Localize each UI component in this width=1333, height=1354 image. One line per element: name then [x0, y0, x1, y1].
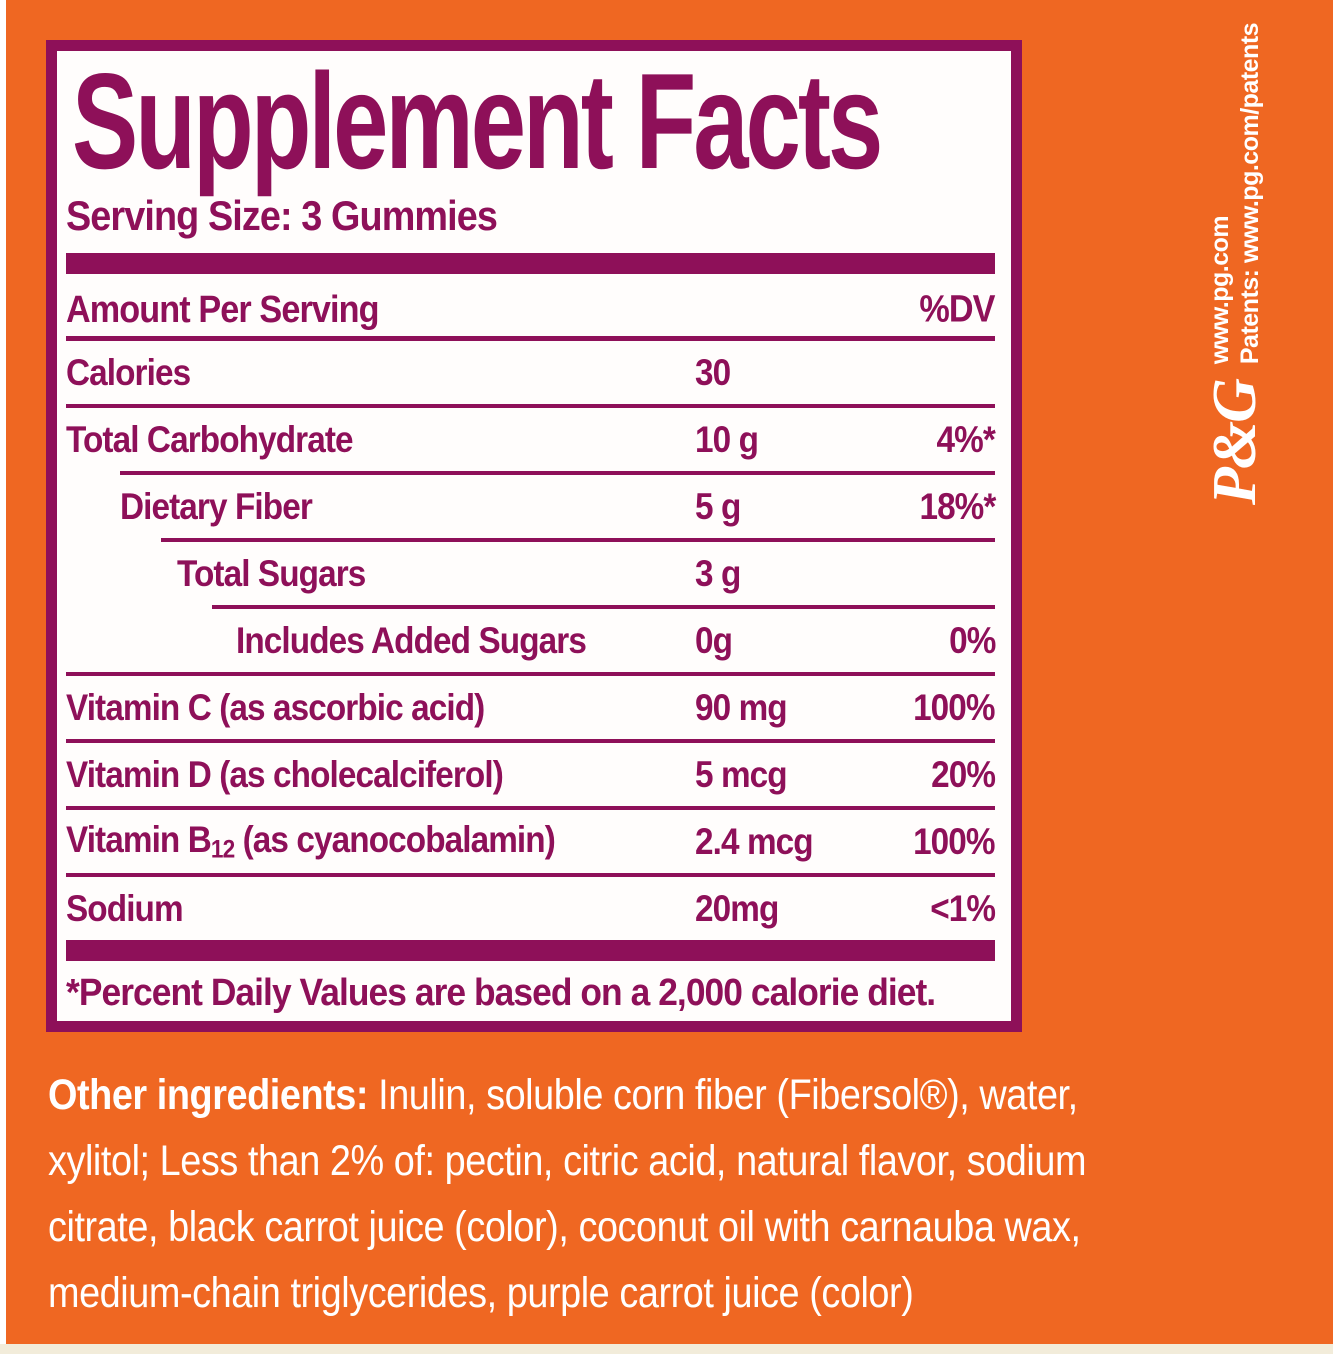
nutrient-amount: 0g	[695, 619, 733, 661]
row-divider	[161, 538, 995, 542]
nutrient-amount: 3 g	[695, 552, 741, 594]
row-divider	[212, 605, 995, 609]
other-ingredients-paragraph: Other ingredients: Inulin, soluble corn …	[48, 1062, 1306, 1326]
row-divider	[66, 739, 995, 743]
serving-size-text: Serving Size: 3 Gummies	[66, 192, 498, 239]
nutrient-name: Sodium	[66, 887, 184, 929]
pg-logo: P&G	[1201, 380, 1269, 505]
table-row: Sodium 20mg <1%	[66, 877, 996, 940]
nutrient-name: Vitamin B12 (as cyanocobalamin)	[66, 818, 556, 864]
table-row: Dietary Fiber 5 g 18%*	[66, 475, 996, 538]
nutrient-name: Includes Added Sugars	[236, 619, 587, 661]
column-header-row: Amount Per Serving %DV	[66, 284, 996, 336]
row-divider	[120, 471, 995, 475]
table-row: Total Carbohydrate 10 g 4%*	[66, 408, 996, 471]
table-row: Includes Added Sugars 0g 0%	[66, 609, 996, 672]
nutrition-table: Calories 30 Total Carbohydrate 10 g 4%* …	[66, 341, 996, 940]
row-divider	[66, 404, 995, 408]
supplement-facts-panel: Supplement Facts Serving Size: 3 Gummies…	[46, 40, 1022, 1032]
other-ingredients-lead: Other ingredients:	[48, 1071, 369, 1119]
nutrient-amount: 30	[695, 351, 731, 393]
nutrient-amount: 5 g	[695, 485, 741, 527]
nutrient-name: Vitamin C (as ascorbic acid)	[66, 686, 485, 728]
header-thick-bar	[66, 253, 995, 274]
nutrient-daily-value: 100%	[913, 820, 995, 862]
serving-size-line: Serving Size: 3 Gummies	[66, 193, 995, 239]
nutrient-daily-value: 0%	[948, 619, 996, 661]
daily-value-footnote: *Percent Daily Values are based on a 2,0…	[66, 972, 936, 1014]
pg-links: www.pg.com Patents: www.pg.com/patents	[1205, 23, 1265, 364]
bottom-edge-strip	[0, 1344, 1333, 1354]
nutrient-daily-value: 100%	[913, 686, 995, 728]
pg-patents-text: Patents: www.pg.com/patents	[1236, 22, 1264, 365]
nutrient-name: Total Sugars	[177, 552, 366, 594]
table-row: Calories 30	[66, 341, 995, 404]
supplement-facts-title: Supplement Facts	[72, 45, 883, 197]
row-divider	[66, 672, 995, 676]
table-row: Total Sugars 3 g	[66, 542, 995, 605]
nutrient-name: Dietary Fiber	[120, 485, 313, 527]
nutrient-daily-value: 18%*	[918, 485, 996, 527]
nutrient-name: Total Carbohydrate	[66, 418, 354, 460]
amount-per-serving-header: Amount Per Serving	[66, 288, 379, 331]
ingredients-line: xylitol; Less than 2% of: pectin, citric…	[48, 1137, 1087, 1185]
nutrient-daily-value: <1%	[930, 887, 996, 929]
left-edge-strip	[0, 0, 6, 1354]
ingredients-line: Other ingredients: Inulin, soluble corn …	[48, 1062, 1306, 1128]
dv-column-header: %DV	[919, 288, 996, 331]
table-row: Vitamin D (as cholecalciferol) 5 mcg 20%	[66, 743, 996, 806]
nutrient-name: Vitamin D (as cholecalciferol)	[66, 753, 504, 795]
nutrient-amount: 20mg	[695, 887, 779, 929]
nutrient-amount: 2.4 mcg	[695, 820, 814, 862]
pg-branding-block: P&G www.pg.com Patents: www.pg.com/paten…	[1201, 23, 1269, 505]
nutrient-daily-value: 4%*	[936, 418, 996, 460]
table-row: Vitamin B12 (as cyanocobalamin) 2.4 mcg …	[66, 810, 996, 873]
ingredients-line: medium-chain triglycerides, purple carro…	[48, 1269, 914, 1317]
nutrient-amount: 5 mcg	[695, 753, 788, 795]
ingredients-line: citrate, black carrot juice (color), coc…	[48, 1203, 1081, 1251]
nutrient-amount: 90 mg	[695, 686, 788, 728]
ingredients-line1-text: Inulin, soluble corn fiber (Fibersol®), …	[368, 1071, 1078, 1119]
footnote-thick-bar	[66, 940, 995, 961]
table-row: Vitamin C (as ascorbic acid) 90 mg 100%	[66, 676, 996, 739]
row-divider	[66, 806, 995, 810]
nutrient-amount: 10 g	[695, 418, 759, 460]
pg-website-text: www.pg.com	[1206, 215, 1234, 365]
nutrient-name: Calories	[66, 351, 191, 393]
nutrient-daily-value: 20%	[931, 753, 996, 795]
row-divider	[66, 873, 995, 877]
header-divider	[66, 336, 995, 341]
